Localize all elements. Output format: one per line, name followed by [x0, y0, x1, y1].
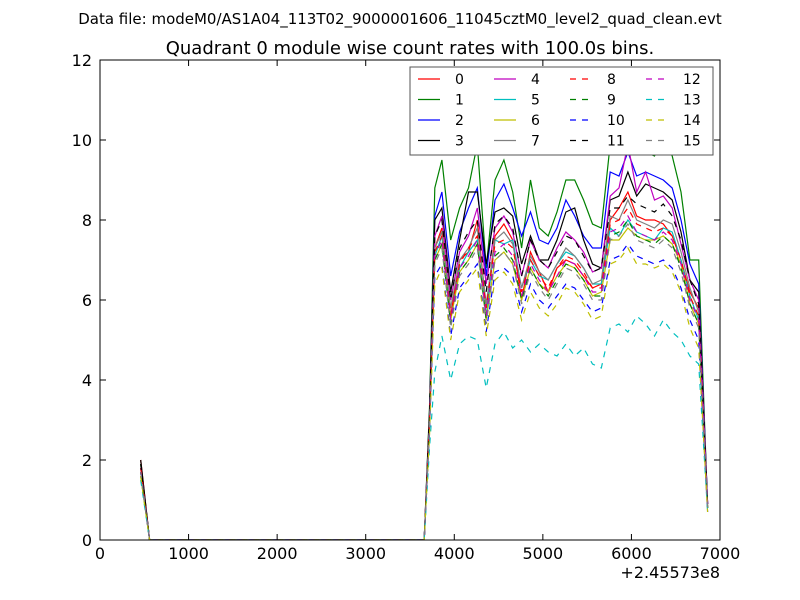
legend-item: 9 — [570, 93, 616, 109]
series-line-11 — [140, 195, 709, 540]
series-line-14 — [140, 246, 709, 540]
suptitle: Data file: modeM0/AS1A04_113T02_90000016… — [78, 10, 722, 29]
legend-item: 14 — [646, 113, 701, 129]
series-line-5 — [140, 218, 709, 540]
legend-item: 6 — [494, 113, 540, 129]
y-tick-label: 4 — [82, 371, 92, 390]
legend-item: 4 — [494, 72, 540, 88]
series-line-8 — [140, 206, 709, 540]
legend-label: 7 — [531, 134, 540, 150]
y-tick-label: 0 — [82, 531, 92, 550]
y-tick-label: 6 — [82, 291, 92, 310]
legend-label: 10 — [607, 113, 625, 129]
x-tick-label: 6000 — [611, 544, 652, 563]
chart-title: Quadrant 0 module wise count rates with … — [166, 38, 655, 59]
series-line-6 — [140, 227, 709, 540]
series-line-0 — [140, 190, 709, 540]
series-line-1 — [140, 135, 709, 540]
x-tick-label: 0 — [95, 544, 105, 563]
legend-item: 7 — [494, 134, 540, 150]
y-tick-label: 2 — [82, 451, 92, 470]
legend-item: 13 — [646, 93, 701, 109]
legend-item: 2 — [418, 113, 464, 129]
legend-label: 11 — [607, 134, 625, 150]
series-layer — [140, 135, 709, 540]
legend-label: 9 — [607, 93, 616, 109]
legend-item: 12 — [646, 72, 701, 88]
legend-item: 3 — [418, 134, 464, 150]
legend-label: 15 — [683, 134, 701, 150]
legend-label: 1 — [455, 93, 464, 109]
y-tick-label: 8 — [82, 211, 92, 230]
y-tick-label: 10 — [72, 131, 92, 150]
series-line-15 — [140, 222, 709, 540]
legend-item: 1 — [418, 93, 464, 109]
x-tick-label: 4000 — [434, 544, 475, 563]
x-tick-label: 2000 — [257, 544, 298, 563]
legend-item: 0 — [418, 72, 464, 88]
series-line-10 — [140, 242, 709, 540]
legend-label: 8 — [607, 72, 616, 88]
series-line-4 — [140, 143, 709, 540]
legend-item: 15 — [646, 134, 701, 150]
series-line-7 — [140, 198, 709, 540]
x-tick-label: 3000 — [345, 544, 386, 563]
legend-label: 14 — [683, 113, 701, 129]
series-line-3 — [140, 170, 709, 540]
legend-label: 6 — [531, 113, 540, 129]
x-tick-label: 5000 — [522, 544, 563, 563]
legend-item: 5 — [494, 93, 540, 109]
series-line-9 — [140, 218, 709, 540]
legend-item: 11 — [570, 134, 625, 150]
series-line-12 — [140, 214, 709, 540]
legend-label: 2 — [455, 113, 464, 129]
legend-label: 0 — [455, 72, 464, 88]
y-tick-label: 12 — [72, 51, 92, 70]
legend-label: 5 — [531, 93, 540, 109]
series-line-13 — [140, 315, 709, 540]
legend-label: 3 — [455, 134, 464, 150]
legend-label: 13 — [683, 93, 701, 109]
legend-label: 4 — [531, 72, 540, 88]
x-tick-label: 7000 — [700, 544, 741, 563]
legend-item: 8 — [570, 72, 616, 88]
legend-item: 10 — [570, 113, 625, 129]
legend-label: 12 — [683, 72, 701, 88]
x-offset-label: +2.45573e8 — [620, 563, 720, 582]
x-tick-label: 1000 — [168, 544, 209, 563]
series-line-2 — [140, 150, 709, 540]
